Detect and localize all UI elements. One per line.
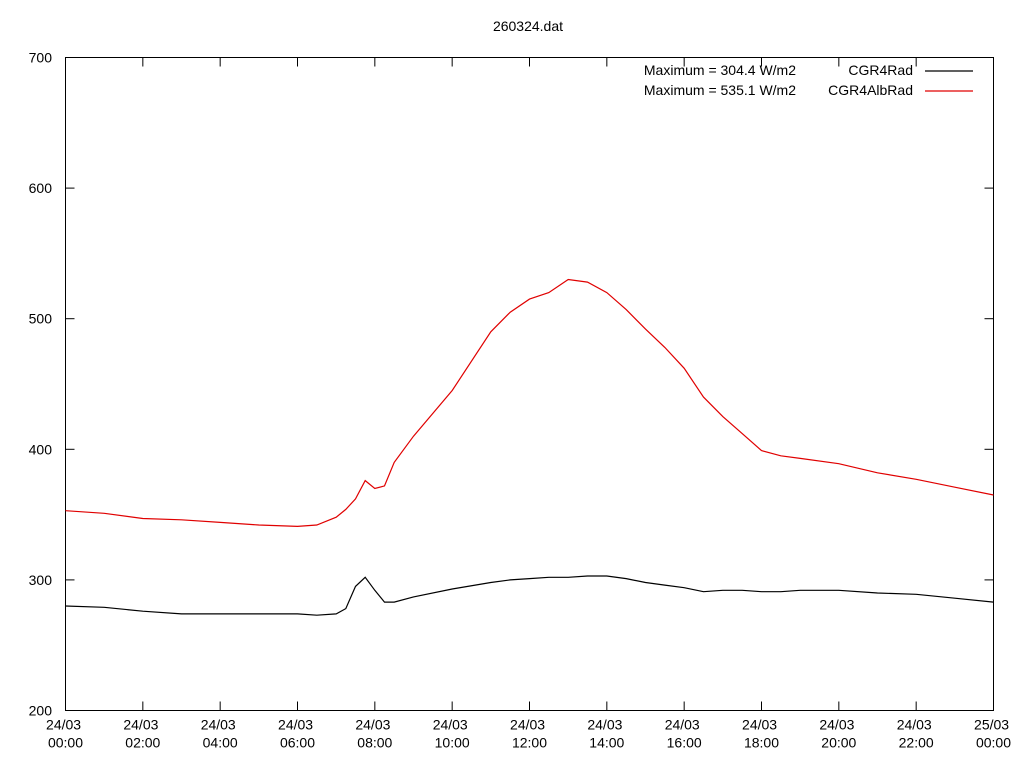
x-tick-date: 24/03 xyxy=(742,717,781,733)
x-tick-time: 12:00 xyxy=(512,735,547,751)
x-tick-label: 24/03 08:00 xyxy=(355,717,394,751)
legend-label: CGR4Rad xyxy=(848,62,913,78)
y-tick-label: 400 xyxy=(29,441,53,457)
x-tick-label: 24/03 18:00 xyxy=(742,717,781,751)
y-tick-label: 300 xyxy=(29,572,53,588)
x-tick-time: 22:00 xyxy=(899,735,934,751)
x-tick-time: 18:00 xyxy=(744,735,779,751)
x-tick-date: 24/03 xyxy=(355,717,394,733)
chart-title: 260324.dat xyxy=(493,18,563,34)
x-tick-label: 24/03 00:00 xyxy=(46,717,85,751)
x-tick-time: 04:00 xyxy=(203,735,238,751)
x-tick-time: 10:00 xyxy=(435,735,470,751)
x-tick-label: 24/03 02:00 xyxy=(123,717,162,751)
x-tick-label: 24/03 20:00 xyxy=(819,717,858,751)
series-line xyxy=(65,278,994,528)
x-tick-time: 16:00 xyxy=(667,735,702,751)
x-tick-label: 24/03 14:00 xyxy=(587,717,626,751)
x-tick-date: 24/03 xyxy=(201,717,240,733)
x-tick-date: 24/03 xyxy=(510,717,549,733)
x-tick-time: 14:00 xyxy=(589,735,624,751)
y-tick-label: 200 xyxy=(29,703,53,719)
annotation: Maximum = 304.4 W/m2 xyxy=(644,62,796,78)
x-tick-date: 24/03 xyxy=(665,717,704,733)
x-tick-time: 06:00 xyxy=(280,735,315,751)
x-tick-date: 25/03 xyxy=(974,717,1013,733)
x-tick-date: 24/03 xyxy=(587,717,626,733)
annotation: Maximum = 535.1 W/m2 xyxy=(644,82,796,98)
x-tick-label: 25/03 00:00 xyxy=(974,717,1013,751)
x-tick-time: 00:00 xyxy=(48,735,83,751)
x-tick-label: 24/03 10:00 xyxy=(433,717,472,751)
x-tick-date: 24/03 xyxy=(278,717,317,733)
x-tick-date: 24/03 xyxy=(46,717,85,733)
x-tick-label: 24/03 22:00 xyxy=(897,717,936,751)
x-tick-date: 24/03 xyxy=(897,717,936,733)
y-tick-label: 600 xyxy=(29,180,53,196)
x-tick-label: 24/03 04:00 xyxy=(201,717,240,751)
x-tick-time: 02:00 xyxy=(125,735,160,751)
x-tick-label: 24/03 06:00 xyxy=(278,717,317,751)
x-tick-date: 24/03 xyxy=(433,717,472,733)
x-tick-date: 24/03 xyxy=(123,717,162,733)
x-tick-time: 08:00 xyxy=(357,735,392,751)
x-tick-time: 00:00 xyxy=(976,735,1011,751)
y-tick-label: 700 xyxy=(29,50,53,66)
y-tick-label: 500 xyxy=(29,311,53,327)
plot-frame xyxy=(65,57,994,711)
x-tick-date: 24/03 xyxy=(819,717,858,733)
x-tick-time: 20:00 xyxy=(821,735,856,751)
x-tick-label: 24/03 16:00 xyxy=(665,717,704,751)
series-line xyxy=(65,575,994,616)
legend-label: CGR4AlbRad xyxy=(828,82,913,98)
x-tick-label: 24/03 12:00 xyxy=(510,717,549,751)
